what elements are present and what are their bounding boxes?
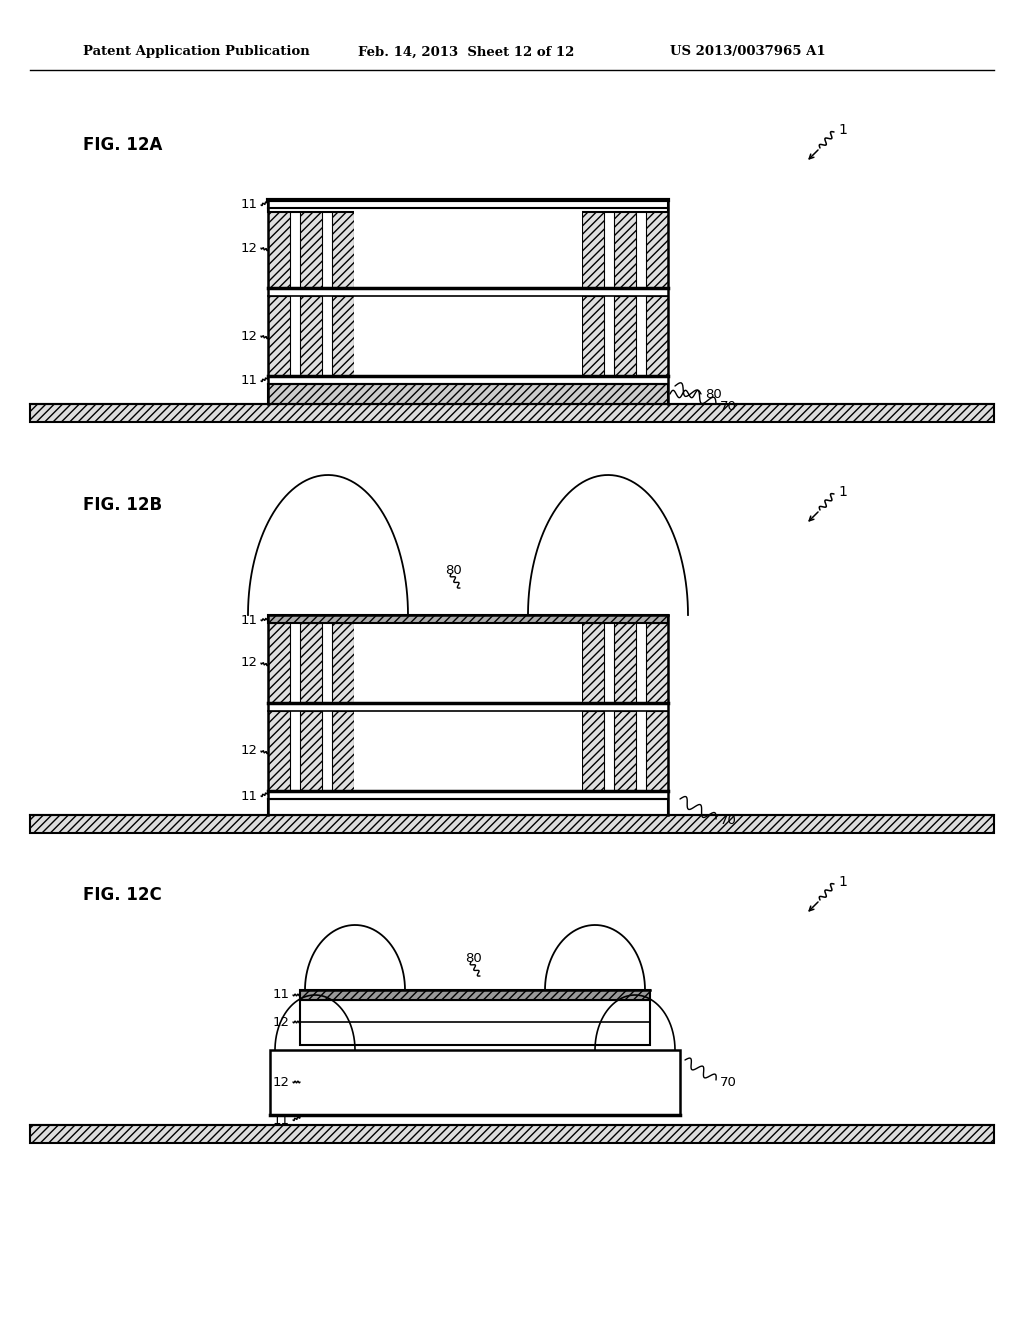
Text: 11: 11 — [273, 1114, 290, 1126]
Bar — [582, 209, 604, 288]
Bar — [268, 209, 290, 288]
Text: 12: 12 — [241, 242, 258, 255]
Bar — [300, 623, 322, 704]
Bar — [614, 296, 636, 376]
Text: US 2013/0037965 A1: US 2013/0037965 A1 — [670, 45, 825, 58]
Text: FIG. 12B: FIG. 12B — [83, 496, 162, 513]
Bar — [646, 296, 668, 376]
Bar — [646, 711, 668, 791]
Text: Patent Application Publication: Patent Application Publication — [83, 45, 309, 58]
Bar — [332, 209, 354, 288]
Bar — [354, 623, 582, 704]
Bar — [332, 711, 354, 791]
Bar — [582, 711, 604, 791]
Bar — [300, 990, 650, 1001]
Bar — [300, 1001, 650, 1045]
Text: 11: 11 — [241, 198, 258, 211]
Bar — [582, 623, 604, 704]
Bar — [30, 404, 994, 422]
Bar — [614, 209, 636, 288]
Bar — [268, 384, 668, 404]
Bar — [268, 711, 290, 791]
Text: 11: 11 — [241, 789, 258, 803]
Bar — [300, 711, 322, 791]
Text: 12: 12 — [241, 656, 258, 669]
Text: 1: 1 — [838, 123, 847, 137]
Bar — [332, 296, 354, 376]
Bar — [332, 623, 354, 704]
Text: 70: 70 — [720, 814, 737, 828]
Bar — [268, 623, 290, 704]
Bar — [646, 209, 668, 288]
Bar — [268, 201, 668, 213]
Text: 11: 11 — [273, 989, 290, 1002]
Bar — [30, 1125, 994, 1143]
Bar — [268, 615, 668, 623]
Text: 12: 12 — [273, 1076, 290, 1089]
Bar — [30, 814, 994, 833]
Bar — [300, 209, 322, 288]
Text: FIG. 12C: FIG. 12C — [83, 886, 162, 904]
Text: 70: 70 — [720, 1076, 737, 1089]
Text: 11: 11 — [241, 375, 258, 388]
Text: 80: 80 — [465, 952, 481, 965]
Text: 1: 1 — [838, 484, 847, 499]
Bar — [646, 623, 668, 704]
Text: 80: 80 — [445, 564, 462, 577]
Text: 12: 12 — [241, 744, 258, 758]
Text: 1: 1 — [838, 875, 847, 888]
Text: 11: 11 — [241, 614, 258, 627]
Text: 12: 12 — [241, 330, 258, 342]
Bar — [614, 623, 636, 704]
Bar — [270, 1049, 680, 1115]
Text: Feb. 14, 2013  Sheet 12 of 12: Feb. 14, 2013 Sheet 12 of 12 — [358, 45, 574, 58]
Text: 80: 80 — [705, 388, 722, 400]
Text: FIG. 12A: FIG. 12A — [83, 136, 163, 154]
Bar — [354, 296, 582, 376]
Bar — [300, 296, 322, 376]
Bar — [354, 711, 582, 791]
Bar — [268, 799, 668, 814]
Text: 12: 12 — [273, 1015, 290, 1028]
Text: 70: 70 — [720, 400, 737, 412]
Bar — [268, 296, 290, 376]
Bar — [582, 296, 604, 376]
Bar — [354, 209, 582, 288]
Bar — [614, 711, 636, 791]
